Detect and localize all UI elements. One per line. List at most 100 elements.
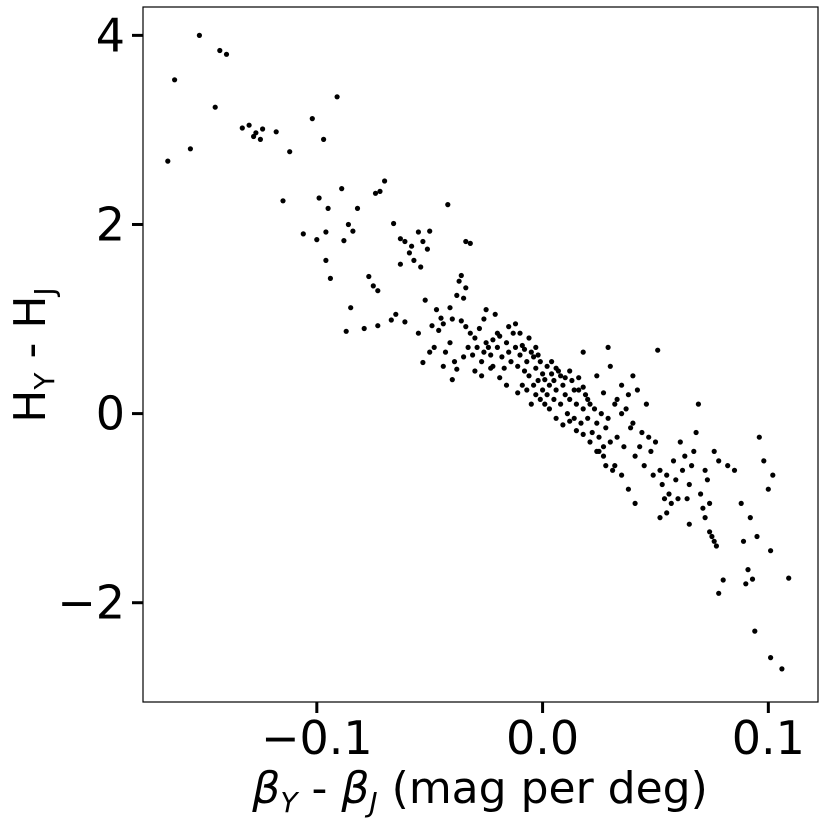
data-point-124 [558,401,564,407]
data-point-41 [388,317,394,323]
data-point-165 [576,375,582,381]
data-point-147 [531,354,537,360]
data-point-236 [707,500,713,506]
data-point-232 [686,521,692,527]
data-point-135 [582,392,589,398]
data-point-222 [682,453,688,459]
data-point-146 [607,439,613,445]
data-point-169 [542,401,548,407]
data-point-43 [402,319,408,325]
data-point-264 [427,349,433,355]
data-point-167 [585,396,591,402]
data-point-255 [761,458,767,464]
y-tick-label: 2 [96,197,125,251]
data-point-214 [664,472,670,478]
data-point-136 [585,415,591,421]
data-point-253 [754,533,760,540]
data-point-266 [440,363,446,369]
data-point-107 [526,373,532,379]
data-point-242 [702,467,708,473]
data-point-24 [372,190,379,196]
data-point-148 [533,344,539,350]
data-point-272 [497,375,503,381]
data-point-158 [490,337,496,343]
data-point-279 [646,434,652,440]
data-point-216 [668,500,674,506]
data-point-260 [779,666,785,672]
data-point-212 [659,481,665,488]
data-point-180 [580,431,586,437]
data-point-127 [564,411,571,417]
data-point-162 [562,375,568,381]
data-point-262 [731,467,738,473]
y-tick-label: 4 [96,8,125,62]
data-point-47 [409,243,415,249]
data-point-209 [596,448,602,454]
data-point-170 [537,396,543,402]
data-point-103 [517,352,523,358]
data-point-221 [679,467,686,473]
data-point-84 [483,307,489,313]
data-point-192 [625,392,632,398]
data-point-37 [348,305,354,311]
data-point-208 [603,463,609,469]
data-point-86 [465,344,471,350]
data-point-81 [472,335,478,341]
data-point-14 [273,129,279,135]
data-point-55 [427,228,433,234]
data-point-60 [458,272,464,279]
data-point-263 [725,463,731,469]
data-point-233 [700,505,706,511]
data-point-97 [503,340,510,346]
data-point-38 [343,328,349,334]
data-point-88 [474,344,480,350]
data-point-275 [614,396,620,402]
y-tick-label: 0 [96,387,125,441]
data-point-7 [187,146,193,152]
data-point-258 [770,472,776,478]
data-point-57 [463,238,469,245]
data-point-78 [458,318,464,324]
data-point-129 [569,377,575,384]
data-point-0 [196,32,202,39]
data-point-187 [607,363,613,369]
data-point-218 [673,477,679,483]
data-point-12 [251,133,257,140]
data-point-50 [406,250,412,256]
data-point-76 [440,321,446,327]
x-axis-ticks: −0.1 0.0 0.1 [261,702,805,765]
data-point-189 [614,434,620,440]
data-point-176 [553,415,559,421]
data-point-220 [677,439,683,445]
data-point-29 [341,238,347,244]
data-point-206 [632,500,638,506]
data-point-202 [630,373,636,379]
data-point-154 [506,324,512,330]
data-point-254 [756,434,762,440]
data-point-108 [528,349,534,355]
data-point-101 [512,344,519,350]
data-point-49 [420,238,426,245]
data-point-198 [643,401,650,407]
data-point-234 [702,515,708,521]
data-point-116 [544,363,550,369]
data-point-114 [540,371,546,377]
data-point-67 [422,297,428,303]
data-point-223 [684,496,690,502]
data-point-250 [747,515,753,521]
data-point-191 [621,444,627,450]
data-point-270 [479,373,485,379]
data-point-9 [246,122,252,128]
data-point-181 [587,439,593,445]
data-point-121 [551,377,557,384]
data-point-4 [212,104,218,110]
data-point-173 [524,387,530,393]
data-point-15 [309,116,315,122]
data-point-265 [431,344,437,350]
data-point-164 [571,387,577,393]
data-point-70 [429,323,435,329]
data-point-134 [580,406,586,412]
data-point-109 [531,382,537,388]
data-point-65 [438,315,444,321]
data-point-188 [612,401,618,407]
